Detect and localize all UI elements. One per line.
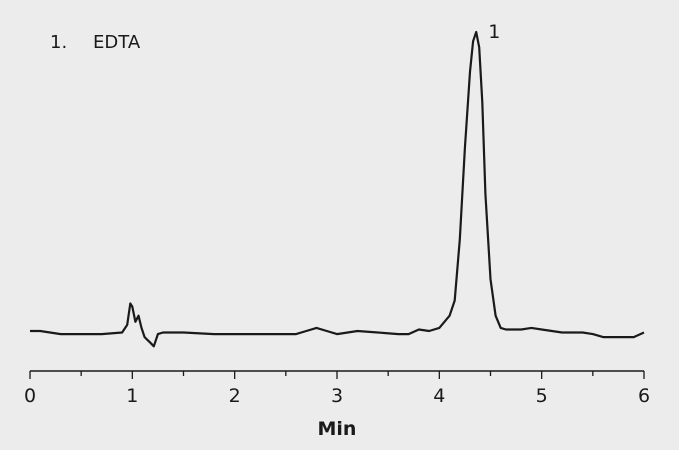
legend-compound-name: EDTA xyxy=(93,32,141,53)
chromatogram-trace xyxy=(30,30,645,348)
x-tick-label: 6 xyxy=(638,385,650,407)
legend: 1. EDTA xyxy=(50,32,141,53)
x-tick-label: 5 xyxy=(536,385,548,407)
x-tick-label: 4 xyxy=(433,385,445,407)
x-tick-label: 1 xyxy=(126,385,138,407)
x-tick-label: 3 xyxy=(331,385,343,407)
x-axis: 0 1 2 3 4 5 6 xyxy=(24,370,650,407)
x-tick-label: 2 xyxy=(229,385,241,407)
peak-label: 1 xyxy=(488,21,500,43)
x-tick-label: 0 xyxy=(24,385,36,407)
x-axis-title: Min xyxy=(318,418,357,440)
legend-number: 1. xyxy=(50,32,67,53)
